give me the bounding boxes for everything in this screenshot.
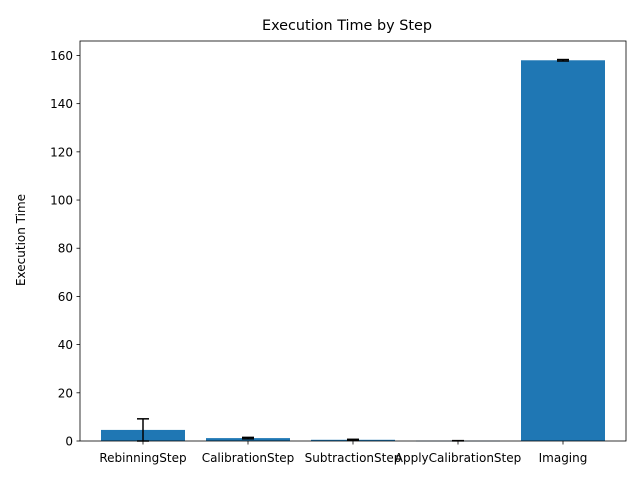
y-tick-label-0: 0 [65,435,73,449]
x-tick-label-RebinningStep: RebinningStep [99,451,186,465]
chart-title: Execution Time by Step [262,18,432,34]
plot-area: RebinningStep CalibrationStep SubtractionS… [50,40,627,465]
y-tick-label-80: 80 [58,242,73,256]
x-tick-label-SubtractionStep: SubtractionStep [305,451,402,465]
x-tick-label-CalibrationStep: CalibrationStep [202,451,295,465]
y-tick-label-100: 100 [50,194,73,208]
y-axis-label: Execution Time [14,194,28,286]
y-tick-label-20: 20 [58,386,73,400]
y-tick-label-60: 60 [58,290,73,304]
x-tick-label-Imaging: Imaging [539,451,588,465]
plot-frame [79,40,627,442]
x-tick-label-ApplyCalibrationStep: ApplyCalibrationStep [395,451,522,465]
y-tick-label-160: 160 [50,49,73,63]
bar-Imaging [521,60,605,442]
y-tick-label-120: 120 [50,145,73,159]
y-tick-label-40: 40 [58,338,73,352]
y-tick-label-140: 140 [50,97,73,111]
